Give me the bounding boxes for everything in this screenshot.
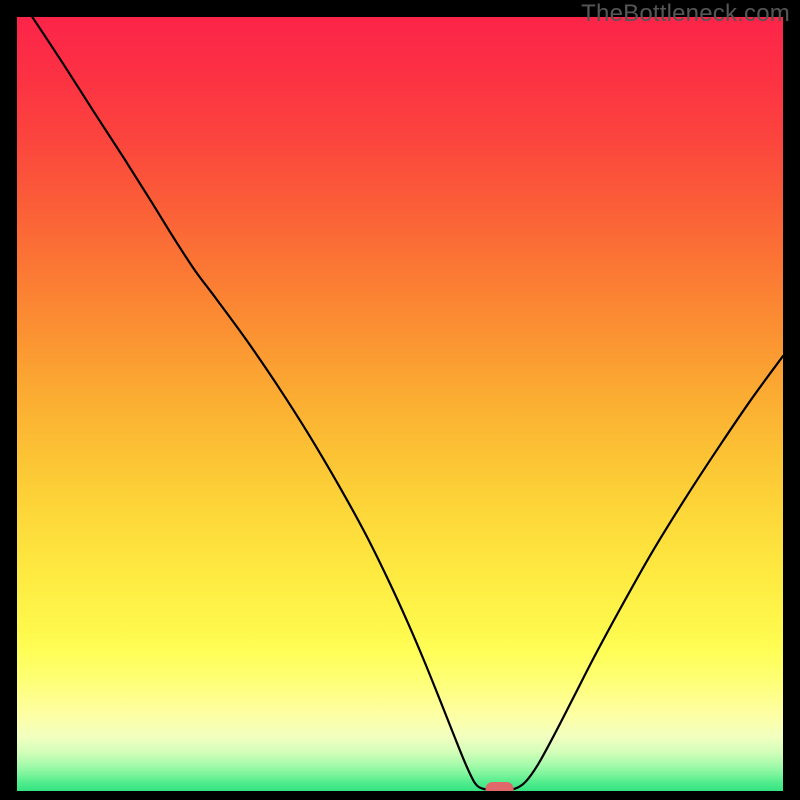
gradient-background (17, 17, 783, 791)
plot-svg (17, 17, 783, 791)
plot-area (17, 17, 783, 791)
watermark-label: TheBottleneck.com (581, 0, 790, 28)
optimum-marker (486, 782, 514, 791)
chart-frame: TheBottleneck.com (0, 0, 800, 800)
